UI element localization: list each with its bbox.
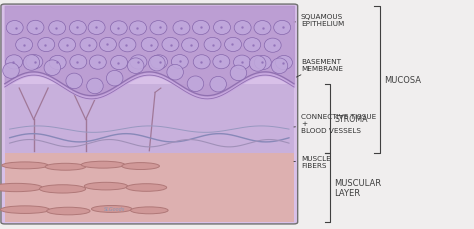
Ellipse shape [122, 163, 159, 170]
Ellipse shape [6, 22, 23, 35]
Ellipse shape [38, 38, 55, 52]
Ellipse shape [213, 21, 230, 35]
Ellipse shape [107, 71, 123, 87]
Ellipse shape [49, 22, 65, 36]
Ellipse shape [126, 184, 167, 191]
Ellipse shape [234, 56, 250, 70]
Ellipse shape [244, 38, 261, 53]
Text: MUSCLE
FIBERS: MUSCLE FIBERS [294, 155, 331, 168]
Ellipse shape [23, 55, 40, 71]
Ellipse shape [90, 56, 106, 70]
Text: MUCOSA: MUCOSA [384, 76, 421, 85]
Text: CONNECTIVE TISSUE
+
BLOOD VESSELS: CONNECTIVE TISSUE + BLOOD VESSELS [294, 113, 376, 133]
Ellipse shape [193, 55, 210, 70]
Ellipse shape [0, 184, 42, 192]
Ellipse shape [3, 63, 19, 79]
Ellipse shape [234, 22, 251, 36]
Ellipse shape [26, 55, 43, 70]
Ellipse shape [173, 22, 190, 36]
Ellipse shape [150, 22, 167, 36]
Ellipse shape [129, 22, 146, 36]
Ellipse shape [130, 56, 147, 70]
Ellipse shape [49, 56, 66, 70]
Ellipse shape [254, 22, 271, 35]
Text: STROMA: STROMA [334, 114, 368, 123]
Ellipse shape [82, 161, 125, 168]
Ellipse shape [249, 56, 266, 72]
Ellipse shape [66, 74, 82, 89]
Ellipse shape [88, 21, 105, 35]
Text: MUSCULAR
LAYER: MUSCULAR LAYER [334, 178, 381, 197]
Ellipse shape [204, 38, 221, 52]
Ellipse shape [172, 55, 188, 69]
Ellipse shape [46, 207, 90, 215]
Ellipse shape [0, 206, 50, 213]
Ellipse shape [69, 22, 86, 36]
Text: SQUAMOUS
EPITHELIUM: SQUAMOUS EPITHELIUM [294, 14, 344, 27]
Ellipse shape [192, 21, 210, 35]
Text: BASEMENT
MEMBRANE: BASEMENT MEMBRANE [296, 59, 343, 78]
Ellipse shape [210, 77, 227, 93]
Ellipse shape [271, 59, 288, 74]
Ellipse shape [100, 38, 117, 52]
Ellipse shape [264, 39, 281, 53]
Ellipse shape [225, 38, 242, 52]
Ellipse shape [87, 79, 103, 94]
Ellipse shape [70, 55, 87, 70]
Ellipse shape [149, 56, 165, 72]
Ellipse shape [6, 56, 23, 70]
Ellipse shape [273, 21, 291, 35]
Ellipse shape [110, 56, 128, 70]
Ellipse shape [39, 185, 86, 193]
Ellipse shape [16, 38, 33, 53]
Ellipse shape [275, 56, 292, 70]
Ellipse shape [130, 207, 168, 214]
Ellipse shape [182, 39, 199, 53]
Bar [5, 84, 294, 153]
FancyBboxPatch shape [1, 5, 298, 224]
Ellipse shape [84, 183, 128, 190]
Ellipse shape [45, 164, 86, 170]
Ellipse shape [119, 38, 136, 53]
Bar [5, 153, 294, 222]
Text: SLGoods: SLGoods [104, 206, 125, 211]
Ellipse shape [167, 65, 183, 81]
Ellipse shape [80, 38, 97, 53]
Ellipse shape [27, 21, 44, 35]
Ellipse shape [59, 38, 75, 53]
Ellipse shape [151, 56, 167, 70]
Ellipse shape [91, 206, 132, 213]
Ellipse shape [162, 38, 179, 52]
Ellipse shape [187, 77, 204, 92]
Ellipse shape [255, 56, 271, 70]
Ellipse shape [2, 162, 48, 169]
Ellipse shape [213, 55, 230, 69]
Ellipse shape [44, 61, 61, 76]
Ellipse shape [110, 22, 127, 36]
Ellipse shape [230, 66, 246, 81]
Ellipse shape [141, 38, 158, 52]
Ellipse shape [128, 59, 144, 74]
